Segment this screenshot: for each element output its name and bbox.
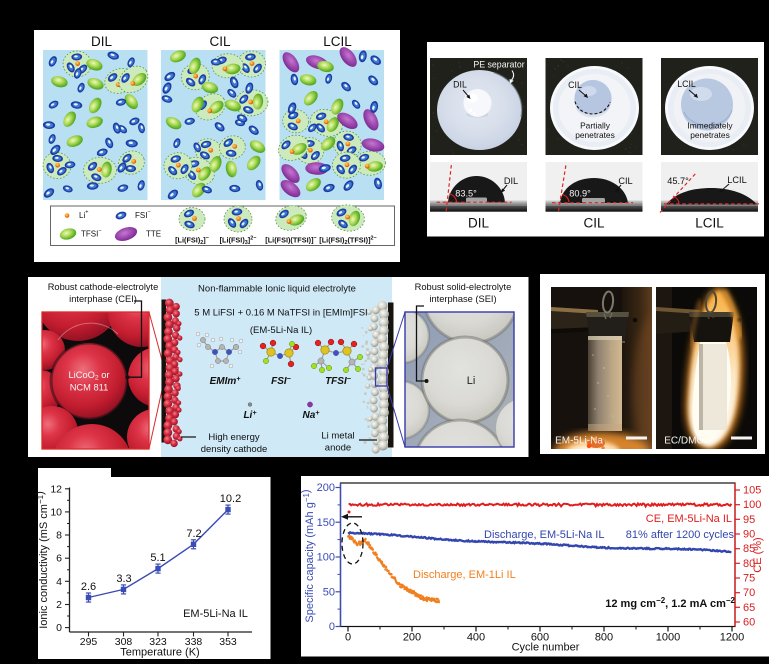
svg-text:0: 0 (345, 632, 351, 644)
svg-text:LiCoO2 or: LiCoO2 or (69, 370, 110, 382)
svg-text:100: 100 (743, 499, 761, 511)
svg-text:308: 308 (115, 636, 133, 648)
svg-text:353: 353 (219, 636, 237, 648)
svg-text:323: 323 (149, 636, 167, 648)
svg-text:anode: anode (325, 443, 351, 454)
svg-text:FSI−: FSI− (271, 374, 292, 387)
svg-text:0: 0 (329, 621, 335, 633)
svg-text:600: 600 (531, 632, 549, 644)
svg-text:5 M LiFSI + 0.16 M NaTFSI in [: 5 M LiFSI + 0.16 M NaTFSI in [EMIm]FSI (194, 308, 367, 319)
svg-text:2.6: 2.6 (81, 581, 96, 593)
svg-text:295: 295 (80, 636, 98, 648)
svg-text:TTE: TTE (146, 230, 161, 239)
svg-text:Discharge, EM-1Li IL: Discharge, EM-1Li IL (413, 569, 516, 581)
svg-text:EM-5Li-Na: EM-5Li-Na (555, 436, 603, 447)
svg-text:400: 400 (467, 632, 485, 644)
svg-text:75: 75 (743, 573, 755, 585)
svg-text:FSI−: FSI− (135, 210, 151, 221)
svg-text:2: 2 (56, 599, 62, 611)
svg-text:High energy: High energy (208, 432, 259, 443)
svg-text:NCM 811: NCM 811 (70, 383, 109, 393)
svg-text:80: 80 (743, 558, 755, 570)
svg-text:60: 60 (743, 617, 755, 629)
svg-text:Li+: Li+ (79, 210, 88, 221)
svg-text:DIL: DIL (468, 216, 490, 231)
svg-text:CIL: CIL (583, 216, 605, 231)
svg-text:800: 800 (595, 632, 613, 644)
svg-text:Immediately: Immediately (687, 121, 733, 131)
svg-text:81% after 1200 cycles: 81% after 1200 cycles (626, 529, 735, 541)
svg-text:0: 0 (56, 622, 62, 634)
svg-text:Li: Li (467, 375, 476, 387)
svg-text:Li metal: Li metal (321, 431, 354, 442)
svg-text:Cycle number: Cycle number (512, 642, 580, 654)
svg-text:Partially: Partially (580, 121, 611, 131)
svg-text:LCIL: LCIL (323, 34, 352, 49)
svg-text:100: 100 (317, 552, 335, 564)
svg-text:[Li(FSI)2(TFSI)]2−: [Li(FSI)2(TFSI)]2− (319, 236, 376, 247)
svg-text:95: 95 (743, 514, 755, 526)
svg-text:DIL: DIL (504, 176, 518, 186)
svg-text:EC/DMC: EC/DMC (664, 436, 703, 447)
svg-text:penetrates: penetrates (690, 130, 730, 140)
svg-text:10: 10 (50, 506, 62, 518)
svg-text:Robust solid-electrolyte: Robust solid-electrolyte (415, 282, 512, 292)
svg-text:Non-flammable Ionic liquid ele: Non-flammable Ionic liquid electrolyte (198, 284, 356, 295)
svg-text:4: 4 (56, 576, 62, 588)
svg-text:CE (%): CE (%) (752, 537, 764, 572)
svg-text:CIL: CIL (568, 80, 582, 90)
svg-text:LCIL: LCIL (727, 175, 746, 185)
svg-text:penetrates: penetrates (575, 130, 615, 140)
svg-text:1200: 1200 (720, 632, 744, 644)
svg-text:DIL: DIL (453, 80, 467, 90)
svg-text:EM-5Li-Na IL: EM-5Li-Na IL (183, 608, 248, 620)
svg-text:DIL: DIL (91, 34, 113, 49)
svg-text:[Li(FSI)(TFSI)]−: [Li(FSI)(TFSI)]− (265, 236, 316, 245)
svg-text:3.3: 3.3 (116, 573, 131, 585)
svg-text:10.2: 10.2 (220, 493, 241, 505)
svg-text:7.2: 7.2 (186, 528, 201, 540)
svg-text:50: 50 (323, 586, 335, 598)
svg-text:Specific capacity (mAh g−1): Specific capacity (mAh g−1) (300, 489, 316, 622)
svg-text:TFSI−: TFSI− (325, 374, 352, 387)
svg-text:LCIL: LCIL (695, 216, 724, 231)
svg-text:80.9°: 80.9° (569, 189, 591, 199)
svg-text:PE separator: PE separator (473, 60, 524, 70)
svg-text:Temperature (K): Temperature (K) (120, 647, 199, 659)
svg-text:density cathode: density cathode (201, 444, 268, 455)
svg-text:200: 200 (403, 632, 421, 644)
svg-text:12: 12 (50, 483, 62, 495)
svg-text:[Li(FSI)2]−: [Li(FSI)2]− (175, 236, 209, 247)
svg-text:CE, EM-5Li-Na IL: CE, EM-5Li-Na IL (646, 513, 732, 525)
svg-text:CIL: CIL (209, 34, 231, 49)
svg-text:65: 65 (743, 602, 755, 614)
svg-text:85: 85 (743, 543, 755, 555)
svg-text:8: 8 (56, 530, 62, 542)
svg-text:90: 90 (743, 529, 755, 541)
svg-text:LCIL: LCIL (677, 79, 696, 89)
svg-text:Ionic conductivity (mS cm−1): Ionic conductivity (mS cm−1) (34, 491, 50, 629)
svg-text:1000: 1000 (656, 632, 680, 644)
svg-text:Discharge, EM-5Li-Na IL: Discharge, EM-5Li-Na IL (484, 529, 604, 541)
svg-text:338: 338 (185, 636, 203, 648)
svg-text:[Li(FSI)3]2−: [Li(FSI)3]2− (220, 236, 257, 247)
svg-text:45.7°: 45.7° (667, 176, 689, 186)
svg-text:83.5°: 83.5° (455, 189, 477, 199)
svg-text:TFSI−: TFSI− (81, 228, 102, 239)
svg-text:5.1: 5.1 (150, 552, 165, 564)
svg-text:Robust cathode-electrolyte: Robust cathode-electrolyte (48, 282, 159, 292)
svg-text:105: 105 (743, 485, 761, 497)
svg-text:interphase (CEI): interphase (CEI) (69, 294, 137, 304)
svg-text:6: 6 (56, 553, 62, 565)
svg-text:(EM-5Li-Na IL): (EM-5Li-Na IL) (250, 325, 312, 336)
svg-text:150: 150 (317, 517, 335, 529)
svg-text:70: 70 (743, 587, 755, 599)
svg-text:CIL: CIL (618, 176, 632, 186)
svg-text:200: 200 (317, 482, 335, 494)
svg-text:12 mg cm−2, 1.2 mA cm−2: 12 mg cm−2, 1.2 mA cm−2 (605, 596, 735, 610)
svg-text:interphase (SEI): interphase (SEI) (429, 294, 496, 304)
svg-text:EMIm+: EMIm+ (210, 374, 242, 387)
